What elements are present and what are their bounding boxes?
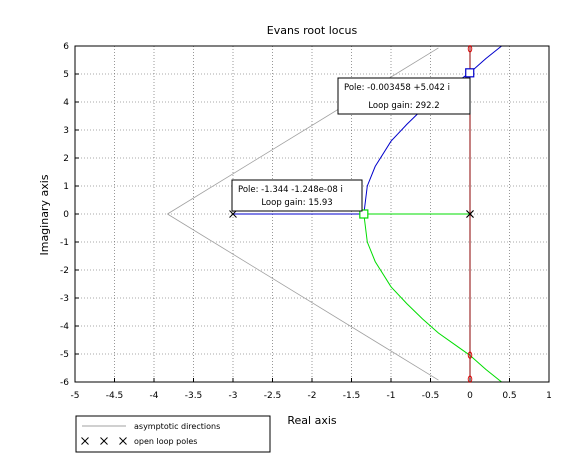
- closed-loop-pole-marker: [467, 45, 473, 53]
- y-tick-label: -3: [60, 294, 69, 304]
- x-tick-label: -4.5: [106, 391, 124, 401]
- legend-box: [75, 415, 271, 453]
- y-tick-label: 3: [63, 126, 69, 136]
- datatip-box: [337, 77, 471, 115]
- x-tick-label: -3: [229, 391, 238, 401]
- y-tick-label: -4: [60, 322, 69, 332]
- datatip-anchor[interactable]: [359, 209, 369, 219]
- datatip-gain-text: Loop gain: 15.93: [261, 198, 332, 208]
- datatip-box: [231, 179, 363, 212]
- y-tick-label: 0: [63, 210, 69, 220]
- y-tick-label: 4: [63, 98, 69, 108]
- ticks: -5 -4.5 -4 -3.5 -3 -2.5 -2 -1.5 -1 -0.5 0 0.5 1-6-5-…: [60, 42, 552, 401]
- markers: [229, 45, 475, 383]
- open-loop-pole-x: [466, 210, 474, 218]
- x-tick-label: -5: [71, 391, 80, 401]
- root-locus-branch: [363, 213, 502, 383]
- x-tick-label: -1.5: [343, 391, 361, 401]
- legend-label-poles: open loop poles: [134, 437, 197, 446]
- x-tick-label: 0.5: [502, 391, 516, 401]
- x-tick-label: -3.5: [185, 391, 203, 401]
- datatip-pole-text: Pole: -1.344 -1.248e-08 i: [238, 185, 343, 195]
- chart-title: Evans root locus: [267, 24, 358, 37]
- datatip[interactable]: Pole: -1.344 -1.248e-08 i Loop gain: 15.9…: [231, 179, 363, 212]
- datatip-pole-text: Pole: -0.003458 +5.042 i: [344, 83, 450, 93]
- datatip-anchor[interactable]: [465, 68, 475, 78]
- datatips: Pole: -0.003458 +5.042 i Loop gain: 292.2…: [231, 77, 471, 212]
- datatip[interactable]: Pole: -0.003458 +5.042 i Loop gain: 292.2: [337, 77, 471, 115]
- y-tick-label: 2: [63, 154, 69, 164]
- y-tick-label: 5: [63, 70, 69, 80]
- x-tick-label: -2: [308, 391, 317, 401]
- x-axis-label: Real axis: [287, 414, 337, 427]
- x-tick-label: -1: [387, 391, 396, 401]
- x-tick-label: -0.5: [422, 391, 440, 401]
- datatip-gain-text: Loop gain: 292.2: [368, 101, 439, 111]
- x-tick-label: 0: [467, 391, 473, 401]
- x-stroke: [229, 210, 237, 218]
- y-axis-label: Imaginary axis: [38, 174, 51, 255]
- legend-x-swatch: [100, 437, 108, 445]
- asymptote-line: [167, 213, 439, 381]
- legend-x-swatch: [119, 437, 127, 445]
- x-tick-label: -2.5: [264, 391, 282, 401]
- asymptote-line: [167, 47, 439, 215]
- y-tick-label: -2: [60, 266, 69, 276]
- y-tick-label: -1: [60, 238, 69, 248]
- x-tick-label: -4: [150, 391, 159, 401]
- y-tick-label: 6: [63, 42, 69, 52]
- closed-loop-pole-marker: [467, 351, 473, 359]
- y-tick-label: -6: [60, 378, 69, 388]
- x-tick-label: 1: [546, 391, 552, 401]
- legend-label-asymptotes: asymptotic directions: [134, 422, 220, 431]
- closed-loop-pole-marker: [467, 375, 473, 383]
- x-stroke: [466, 210, 474, 218]
- legend-x-swatch: [81, 437, 89, 445]
- y-tick-label: -5: [60, 350, 69, 360]
- legend: asymptotic directions open loop poles: [75, 415, 271, 453]
- y-tick-label: 1: [63, 182, 69, 192]
- open-loop-pole-x: [229, 210, 237, 218]
